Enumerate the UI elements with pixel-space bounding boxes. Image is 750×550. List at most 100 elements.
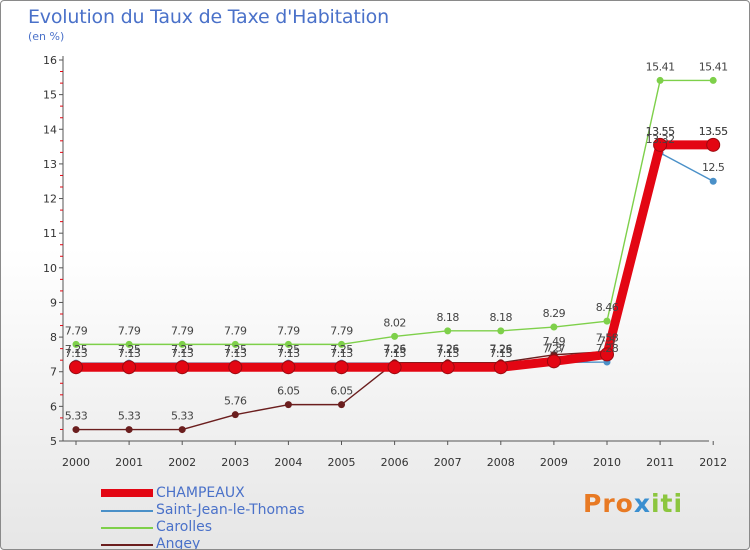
data-label: 13.55 [699,125,728,138]
y-tick-label: 9 [50,296,57,309]
data-label: 5.76 [224,395,247,408]
data-point [706,137,721,152]
data-label: 13.55 [646,125,675,138]
data-label: 7.25 [490,343,513,356]
data-point [281,360,296,375]
data-label: 5.33 [118,410,141,423]
data-label: 8.29 [543,307,566,320]
series-carolles [72,76,717,348]
data-point [334,360,349,375]
x-tick-label: 2001 [115,456,143,469]
x-tick-label: 2012 [699,456,727,469]
data-label: 6.05 [330,385,353,398]
data-point [284,401,292,409]
data-label: 7.28 [596,342,619,355]
data-point [444,327,452,335]
data-point [603,317,611,325]
data-label: 15.41 [646,60,675,73]
data-point [440,360,455,375]
data-label: 7.25 [65,343,88,356]
data-label: 8.18 [490,311,513,324]
data-label: 7.25 [330,343,353,356]
data-label: 7.25 [383,343,406,356]
labels-angey: 5.33 5.33 5.33 5.76 6.05 6.05 7.26 7.26 7.26 7.49… [65,125,729,423]
data-point [178,340,186,348]
data-point [178,426,186,434]
y-tick-label: 6 [50,400,57,413]
x-tick-label: 2004 [274,456,302,469]
data-point [69,360,83,375]
data-label: 12.5 [702,161,725,174]
data-point [546,354,561,369]
y-tick-label: 16 [43,54,57,67]
data-label: 5.33 [171,410,194,423]
data-label: 7.13 [171,347,194,360]
y-tick-label: 12 [43,193,57,206]
data-label: 5.33 [65,410,88,423]
data-point [600,347,614,362]
data-point [228,360,243,375]
data-label: 7.5 [599,334,615,347]
data-label: 7.13 [65,347,88,360]
data-label: 7.25 [171,343,194,356]
x-tick-label: 2009 [540,456,568,469]
x-tick-label: 2007 [434,456,462,469]
legend-swatch [101,510,153,512]
data-point [391,332,399,340]
labels-champeaux: 7.13 7.13 7.13 7.13 7.13 7.13 7.13 7.13 7.13 7.37… [65,125,729,360]
data-label: 7.13 [224,347,247,360]
x-tick-label: 2000 [62,456,90,469]
data-label: 7.3 [546,341,562,354]
legend-label: CHAMPEAUX [156,485,245,501]
legend-label: Angey [156,536,201,550]
y-tick-label: 5 [50,435,57,448]
data-label: 8.02 [383,316,406,329]
y-tick-label: 11 [43,227,57,240]
data-label: 13.32 [646,133,675,146]
data-label: 15.41 [699,60,728,73]
data-point [338,340,345,348]
data-point [653,137,668,152]
proxiti-logo: Proxiti [583,489,684,518]
data-label: 7.58 [596,332,619,345]
data-label: 7.79 [118,324,141,337]
legend-label: Saint-Jean-le-Thomas [156,502,305,518]
data-label: 7.13 [383,347,406,360]
series-champeaux [69,137,721,375]
legend-label: Carolles [156,519,213,535]
x-tick-label: 2005 [328,456,356,469]
data-label: 7.26 [436,343,459,356]
data-label: 7.79 [65,324,88,337]
data-label: 7.13 [118,347,141,360]
data-point [338,401,345,409]
data-label: 7.49 [543,335,566,348]
data-point [284,340,292,348]
data-label: 7.79 [171,324,194,337]
y-tick-label: 7 [50,366,57,379]
y-axis-unit: (en %) [28,30,65,43]
data-label: 8.18 [436,311,459,324]
data-label: 7.79 [277,324,300,337]
legend-swatch [101,527,153,529]
data-label: 8.46 [596,301,619,314]
data-point [125,340,133,348]
data-label: 7.26 [490,343,513,356]
data-label: 7.79 [224,324,247,337]
data-label: 6.05 [277,385,300,398]
data-point [709,177,717,185]
data-point [72,340,80,348]
data-label: 7.13 [490,347,513,360]
data-point [231,340,239,348]
data-point [125,426,133,434]
x-tick-label: 2008 [487,456,515,469]
data-label: 13.55 [699,125,728,138]
data-point [122,360,137,375]
data-label: 7.13 [330,347,353,360]
data-label: 13.55 [646,125,675,138]
data-label: 7.27 [543,342,566,355]
data-point [493,360,508,375]
x-tick-label: 2011 [646,456,674,469]
data-point [72,426,80,434]
data-point [175,360,190,375]
